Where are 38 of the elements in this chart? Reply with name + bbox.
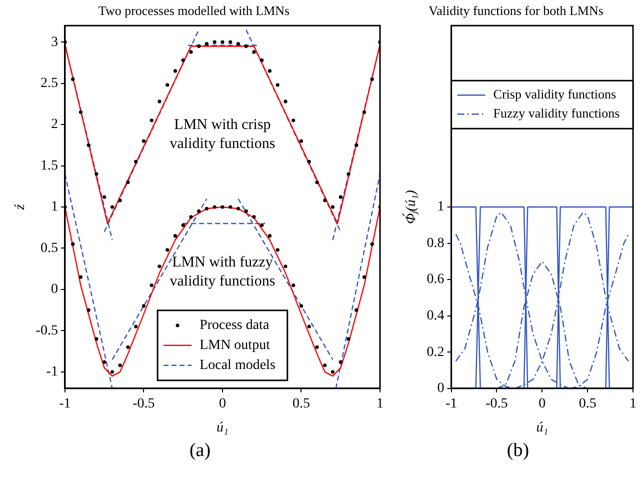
y-tick-label: 0.6 (426, 272, 444, 288)
x-axis-title: ú₁ (536, 420, 548, 436)
annotation: LMN with crisp validity functions (170, 116, 276, 152)
y-tick-label: 0.4 (426, 308, 444, 324)
legend-label: Process data (200, 318, 270, 334)
x-tick-label: 0.5 (578, 396, 596, 412)
x-tick-label: 0 (538, 396, 546, 412)
y-tick-label: 0 (437, 381, 444, 396)
x-tick-label: -0.5 (132, 396, 155, 412)
y-tick-label: 0.2 (426, 344, 444, 360)
x-tick-label: 0.5 (292, 396, 310, 412)
y-tick-label: 0.5 (40, 240, 58, 256)
y-tick-label: 0.8 (426, 236, 444, 251)
legend-label: Fuzzy validity functions (493, 106, 620, 121)
y-tick-label: 1.5 (40, 158, 58, 174)
x-axis-title: ú₁ (216, 420, 228, 436)
y-tick-label: -1 (46, 364, 58, 380)
legend-label: LMN output (200, 338, 270, 354)
x-tick-label: 1 (630, 396, 636, 412)
y-axis-title: Φ́ⱼ(ú₁) (402, 190, 420, 224)
y-tick-label: 1 (437, 200, 444, 215)
y-tick-label: 2 (50, 117, 58, 132)
text: (a) (188, 440, 212, 462)
x-tick-label: 1 (376, 396, 384, 412)
text: (b) (506, 440, 530, 462)
annotation: LMN with fuzzy validity functions (170, 254, 276, 290)
y-tick-label: -0.5 (36, 323, 58, 338)
chart-title: Two processes modelled with LMNs (98, 3, 290, 18)
y-axis-title: ź (13, 204, 28, 211)
legend-label: Crisp validity functions (493, 86, 616, 102)
chart-title: Validity functions for both LMNs (428, 3, 604, 18)
x-tick-label: -0.5 (486, 396, 508, 412)
x-tick-label: 0 (218, 396, 226, 412)
y-tick-label: 2.5 (40, 76, 58, 91)
y-tick-label: 0 (50, 282, 58, 298)
legend-label: Local models (200, 358, 276, 374)
y-tick-label: 1 (50, 200, 58, 215)
y-tick-label: 3 (50, 34, 58, 50)
